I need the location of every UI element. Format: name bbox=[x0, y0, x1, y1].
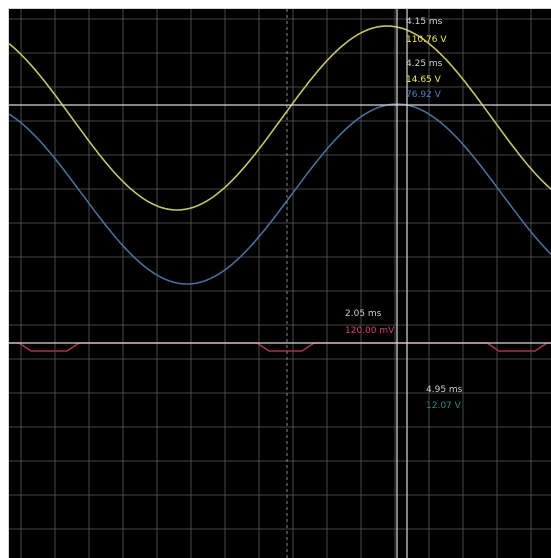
ch1-cursor-time-readout: 4.25 ms bbox=[406, 59, 443, 69]
ch2-cursor-value-readout: 76.92 V bbox=[406, 90, 442, 100]
top-cursor-value-readout: 110.76 V bbox=[406, 35, 447, 45]
ch1-cursor-value-readout: 14.65 V bbox=[406, 75, 442, 85]
oscilloscope-display[interactable]: 4.15 ms 110.76 V 4.25 ms 14.65 V 76.92 V… bbox=[8, 8, 551, 558]
top-cursor-time-readout: 4.15 ms bbox=[406, 17, 443, 27]
low-cursor-time-readout: 4.95 ms bbox=[426, 385, 463, 395]
waveform-canvas: 4.15 ms 110.76 V 4.25 ms 14.65 V 76.92 V… bbox=[9, 9, 551, 558]
low-cursor-value-readout: 12.07 V bbox=[426, 401, 462, 411]
channel-2-trace bbox=[9, 103, 551, 285]
mid-cursor-time-readout: 2.05 ms bbox=[345, 309, 382, 319]
channel-1-trace bbox=[9, 25, 551, 211]
mid-cursor-value-readout: 120.00 mV bbox=[345, 326, 395, 336]
channel-3-trace bbox=[9, 342, 551, 352]
graticule-grid bbox=[9, 9, 551, 558]
